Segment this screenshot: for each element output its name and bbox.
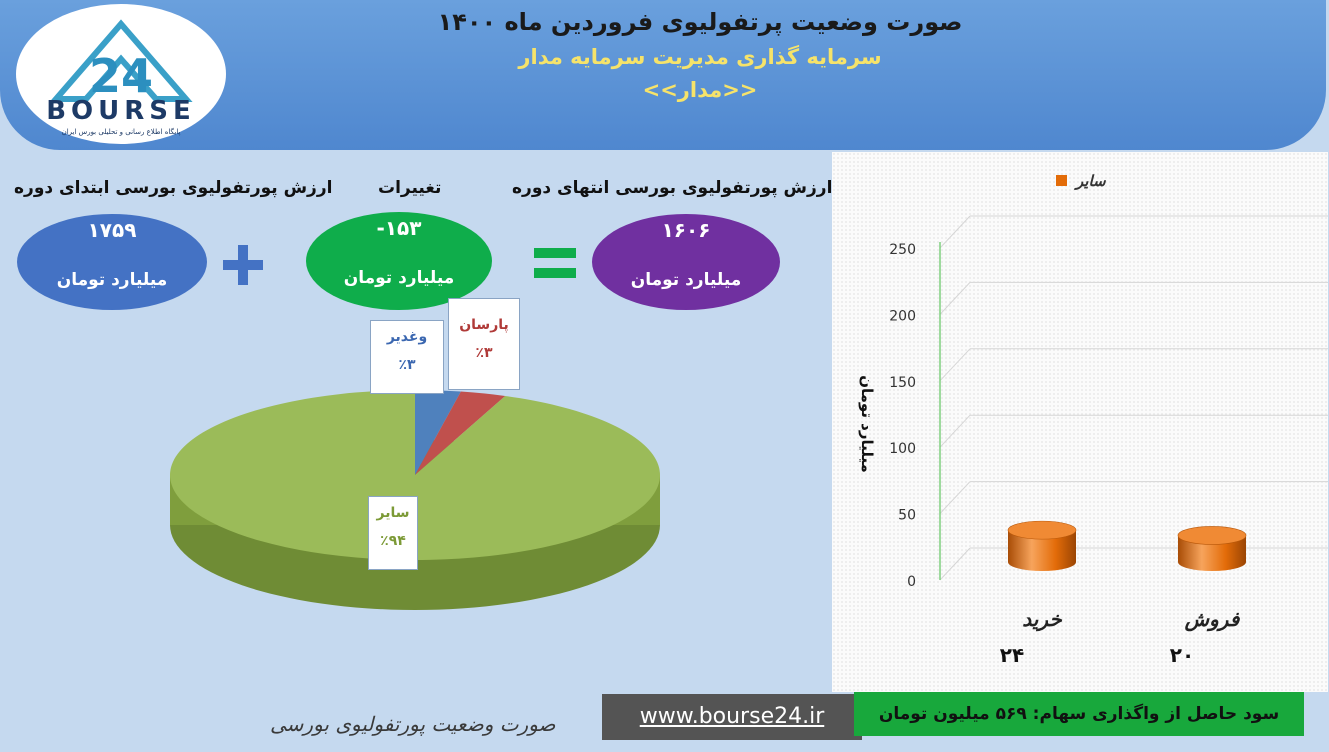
- portfolio-pie-chart: [170, 390, 660, 610]
- change-value-oval: -۱۵۳ میلیارد تومان: [306, 212, 492, 310]
- website-link[interactable]: www.bourse24.ir: [602, 694, 862, 740]
- x-category-label: خرید: [1022, 607, 1062, 632]
- y-tick-label: 200: [889, 308, 916, 324]
- pie-label-other-name: سایر: [376, 505, 410, 521]
- end-value: ۱۶۰۶: [661, 218, 711, 242]
- bar-top: [1177, 526, 1247, 545]
- pie-label-vaghadir-name: وغدیر: [386, 329, 428, 345]
- equals-icon: [534, 248, 576, 278]
- footer-title: صورت وضعیت پورتفولیوی بورسی: [270, 712, 556, 736]
- gridline-slant: [939, 282, 971, 315]
- y-tick-label: 100: [889, 441, 916, 457]
- start-value-oval: ۱۷۵۹ میلیارد تومان: [17, 214, 207, 310]
- plus-icon: [223, 245, 263, 285]
- y-tick-label: 250: [889, 242, 916, 258]
- y-axis-label: میلیارد تومان: [858, 375, 876, 473]
- bar-chart-panel: 0 50 100 150 200 250 میلیارد تومان سایر خرید ۲۴ فر…: [832, 152, 1328, 692]
- bar-value-label: ۲۰: [1170, 643, 1194, 667]
- end-unit: میلیارد تومان: [630, 270, 742, 290]
- start-value-label: ارزش پورتفولیوی بورسی ابتدای دوره: [14, 178, 333, 198]
- bar-top: [1007, 520, 1077, 540]
- change-label: تغییرات: [378, 178, 442, 198]
- y-tick-label: 150: [889, 375, 916, 391]
- profit-box: سود حاصل از واگذاری سهام: ۵۶۹ میلیون توم…: [854, 692, 1304, 736]
- website-url[interactable]: www.bourse24.ir: [639, 704, 825, 729]
- pie-label-parsan-percent: ٪۳: [475, 345, 493, 361]
- gridline-slant: [939, 348, 971, 382]
- gridline-slant: [939, 215, 971, 249]
- y-tick-label: 50: [898, 508, 916, 524]
- start-value: ۱۷۵۹: [87, 218, 137, 242]
- logo-subtitle: پایگاه اطلاع رسانی و تحلیلی بورس ایران: [61, 128, 181, 136]
- header-banner: 24 BOURSE پایگاه اطلاع رسانی و تحلیلی بو…: [0, 0, 1326, 150]
- bar-base: [1008, 553, 1076, 571]
- pie-label-other: سایر ٪۹۴: [368, 496, 418, 570]
- pie-slice: [415, 390, 461, 475]
- pie-label-vaghadir: وغدیر ٪۳: [370, 320, 444, 394]
- legend-label: سایر: [1074, 172, 1107, 190]
- bar-base: [1178, 553, 1246, 571]
- gridline-slant: [939, 481, 971, 514]
- bourse24-logo[interactable]: 24 BOURSE پایگاه اطلاع رسانی و تحلیلی بو…: [16, 4, 226, 144]
- pie-label-parsan-name: پارسان: [459, 317, 509, 333]
- bar-value-label: ۲۴: [1000, 643, 1024, 667]
- gridline-slant: [939, 414, 971, 448]
- x-category-label: فروش: [1184, 607, 1241, 632]
- svg-text:24: 24: [89, 49, 153, 103]
- pie-label-parsan: پارسان ٪۳: [448, 298, 520, 390]
- gridline-slant: [939, 547, 971, 581]
- change-value: -۱۵۳: [376, 216, 422, 240]
- page-title: صورت وضعیت پرتفولیوی فروردین ماه ۱۴۰۰: [437, 8, 963, 36]
- company-symbol: <<مدار>>: [642, 78, 758, 102]
- end-value-label: ارزش پورتفولیوی بورسی انتهای دوره: [512, 178, 833, 198]
- start-unit: میلیارد تومان: [56, 270, 168, 290]
- legend-swatch: [1056, 175, 1067, 186]
- trade-bar-chart: 0 50 100 150 200 250 میلیارد تومان سایر خرید ۲۴ فر…: [858, 172, 1328, 667]
- y-tick-label: 0: [907, 574, 916, 590]
- logo-mark-icon: 24: [49, 19, 193, 103]
- pie-slice: [415, 391, 506, 475]
- end-value-oval: ۱۶۰۶ میلیارد تومان: [592, 214, 780, 310]
- pie-label-vaghadir-percent: ٪۳: [398, 357, 416, 373]
- pie-slice: [170, 390, 660, 560]
- page-subtitle: سرمایه گذاری مدیریت سرمایه مدار: [518, 45, 882, 69]
- pie-label-other-percent: ٪۹۴: [380, 533, 406, 549]
- logo-word: BOURSE: [46, 96, 196, 126]
- change-unit: میلیارد تومان: [343, 268, 455, 288]
